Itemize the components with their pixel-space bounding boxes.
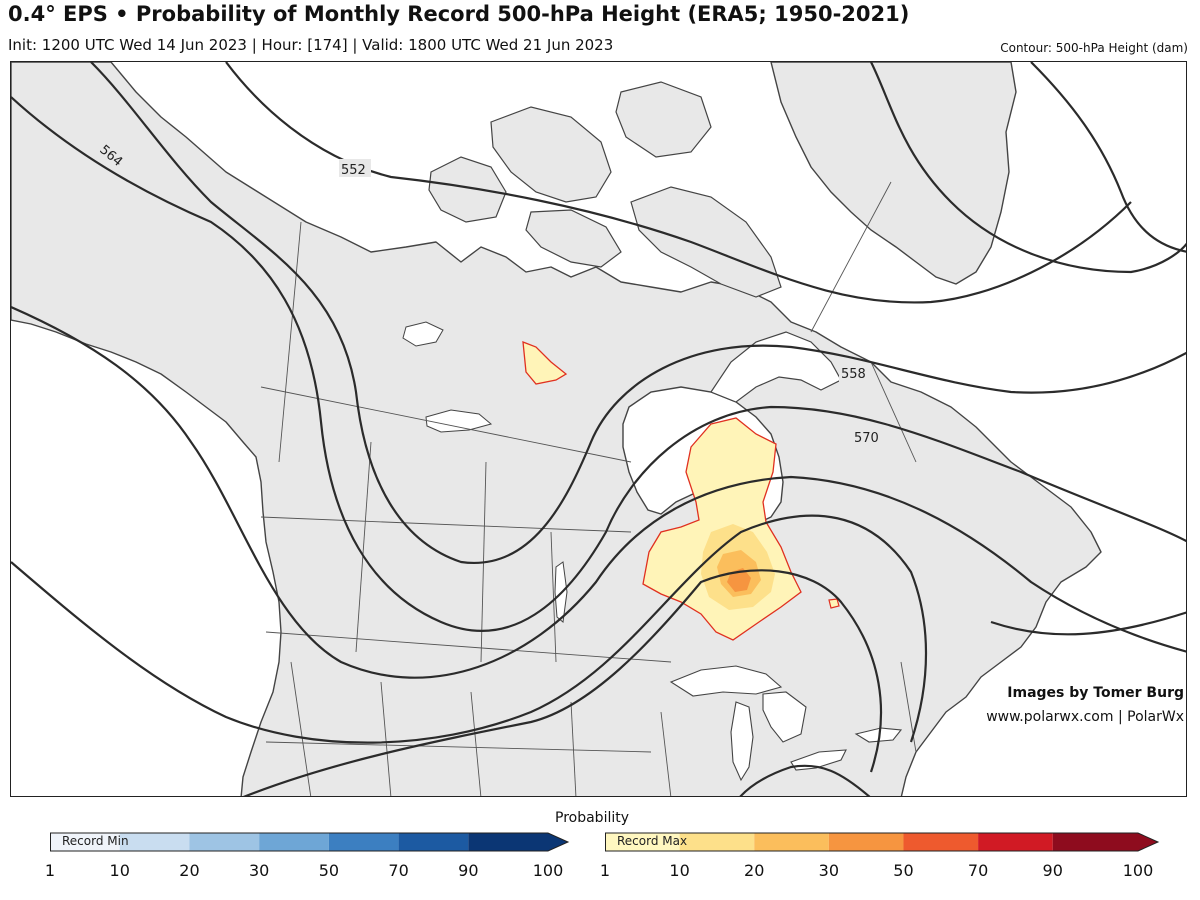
record-max-segment (605, 833, 680, 851)
height-contours (11, 62, 1186, 796)
record-max-segment (978, 833, 1053, 851)
colorbar-record-max: Record Max (605, 832, 1160, 852)
contour-552 (225, 62, 1132, 304)
record-max-tick-label: 10 (669, 861, 690, 880)
record-min-segment (119, 833, 190, 851)
contour-labels: 552 558 564 570 (94, 138, 884, 446)
arctic-island-2 (428, 156, 507, 223)
contour-558 (90, 62, 1186, 565)
record-max-tick-label: 50 (893, 861, 914, 880)
record-max-tick-label: 1 (599, 861, 611, 880)
record-min-segment (189, 833, 260, 851)
contour-note: Contour: 500-hPa Height (dam) (1000, 41, 1188, 55)
great-bear-lake (402, 321, 444, 347)
map-panel: 552 558 564 570 (10, 61, 1187, 797)
record-max-arrow-segment (1052, 833, 1158, 851)
record-min-segment (259, 833, 329, 851)
contour-label-570: 570 (854, 431, 879, 446)
record-max-tick-label: 70 (967, 861, 989, 880)
colorbar-record-max-label: Record Max (617, 834, 688, 848)
colorbar-record-min-ticks: 1 10 20 30 50 70 90 100 (45, 861, 563, 885)
record-min-tick-label: 30 (248, 861, 270, 880)
political-boundaries (260, 181, 917, 796)
colorbar-record-max-svg (605, 832, 1160, 852)
run-info: Init: 1200 UTC Wed 14 Jun 2023 | Hour: [… (8, 36, 614, 54)
record-min-tick-label: 50 (318, 861, 340, 880)
lake-michigan (730, 701, 754, 782)
record-max-tick-label: 20 (744, 861, 765, 880)
arctic-island-5 (615, 81, 712, 158)
contour-576 (11, 514, 928, 744)
record-max-tick-label: 90 (1042, 861, 1063, 880)
colorbar-record-max-ticks: 1 10 20 30 50 70 90 100 (600, 861, 1153, 885)
record-max-small-area (828, 598, 840, 609)
contour-greenland-high (870, 62, 1186, 274)
record-min-tick-label: 100 (532, 861, 564, 880)
record-min-arrow-segment (468, 833, 568, 851)
contour-east-1 (990, 611, 1186, 636)
contour-label-552: 552 (341, 163, 366, 178)
record-max-tick-label: 30 (818, 861, 840, 880)
contour-582 (243, 569, 883, 796)
greenland (770, 62, 1017, 285)
record-max-outline (605, 832, 1160, 852)
lake-superior (669, 665, 783, 697)
chart-title: 0.4° EPS • Probability of Monthly Record… (8, 2, 910, 26)
record-min-segment (398, 833, 469, 851)
credit-author: Images by Tomer Burg (1007, 685, 1184, 701)
colorbar-record-min-label: Record Min (62, 834, 129, 848)
contour-564 (11, 96, 1186, 632)
record-max-30pct (727, 568, 751, 592)
north-america-landmass (11, 62, 1102, 796)
contour-label-558: 558 (841, 367, 866, 382)
record-max-segment (828, 833, 904, 851)
map-svg: 552 558 564 570 (11, 62, 1186, 796)
colorbar-record-min-svg (50, 832, 570, 852)
arctic-island-1 (490, 106, 612, 203)
record-min-outline (50, 832, 570, 852)
record-max-segment (754, 833, 829, 851)
record-min-tick-label: 1 (44, 861, 56, 880)
great-slave-lake (425, 409, 493, 433)
contour-greenland-2 (1030, 62, 1186, 253)
contour-588 (739, 764, 871, 796)
record-max-segment (679, 833, 755, 851)
arctic-island-4 (525, 209, 622, 268)
record-min-tick-label: 70 (388, 861, 409, 880)
arctic-island-3 (630, 186, 782, 298)
record-max-segment (903, 833, 979, 851)
record-max-tick-label: 100 (1122, 861, 1154, 880)
record-min-segment (328, 833, 399, 851)
record-min-tick-label: 90 (458, 861, 479, 880)
record-min-segment (50, 833, 120, 851)
lake-huron (762, 691, 807, 743)
record-max-area-north (522, 341, 568, 385)
record-min-tick-label: 10 (109, 861, 130, 880)
contour-570 (11, 305, 1186, 679)
record-min-tick-label: 20 (179, 861, 200, 880)
credit-website: www.polarwx.com | PolarWx (986, 709, 1184, 725)
legend-title: Probability (555, 810, 630, 826)
colorbar-record-min: Record Min (50, 832, 570, 852)
